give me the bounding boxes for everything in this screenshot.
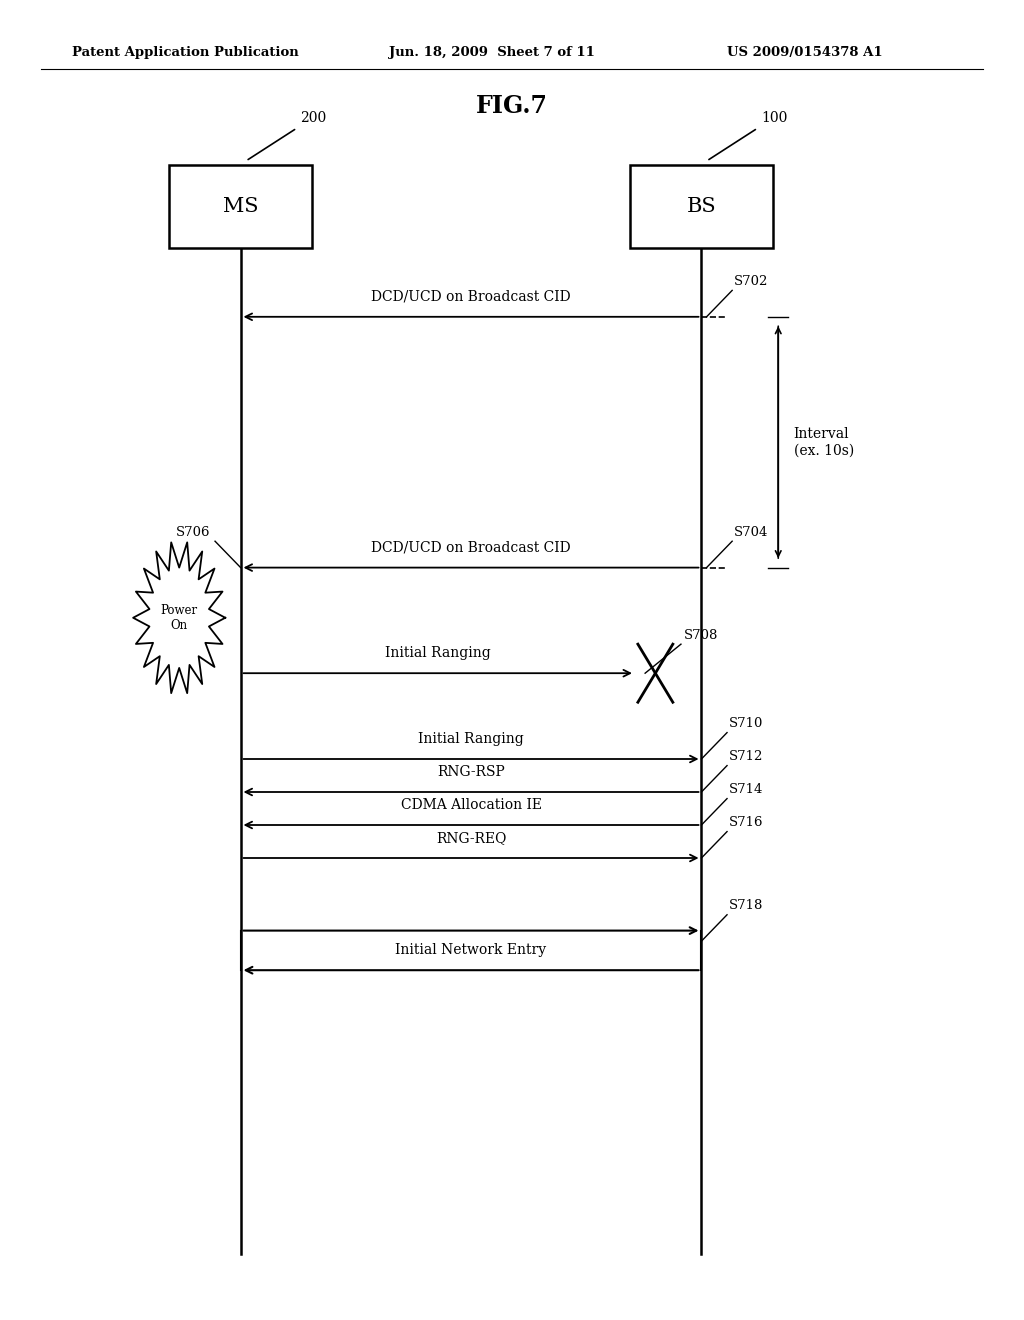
Text: RNG-RSP: RNG-RSP bbox=[437, 764, 505, 779]
Text: S710: S710 bbox=[729, 717, 764, 730]
Text: DCD/UCD on Broadcast CID: DCD/UCD on Broadcast CID bbox=[372, 289, 570, 304]
Text: S718: S718 bbox=[729, 899, 764, 912]
Text: 100: 100 bbox=[761, 111, 787, 125]
Text: US 2009/0154378 A1: US 2009/0154378 A1 bbox=[727, 46, 883, 59]
Text: S708: S708 bbox=[684, 628, 719, 642]
Polygon shape bbox=[133, 543, 225, 693]
FancyBboxPatch shape bbox=[630, 165, 773, 248]
Text: Jun. 18, 2009  Sheet 7 of 11: Jun. 18, 2009 Sheet 7 of 11 bbox=[389, 46, 595, 59]
Text: CDMA Allocation IE: CDMA Allocation IE bbox=[400, 797, 542, 812]
Text: RNG-REQ: RNG-REQ bbox=[436, 830, 506, 845]
Text: S716: S716 bbox=[729, 816, 764, 829]
Text: MS: MS bbox=[223, 197, 258, 216]
Text: Interval
(ex. 10s): Interval (ex. 10s) bbox=[794, 428, 854, 457]
Text: FIG.7: FIG.7 bbox=[476, 94, 548, 117]
Text: BS: BS bbox=[687, 197, 716, 216]
Text: Initial Network Entry: Initial Network Entry bbox=[395, 944, 547, 957]
Text: S706: S706 bbox=[175, 525, 210, 539]
Text: Power
On: Power On bbox=[161, 603, 198, 632]
Text: Initial Ranging: Initial Ranging bbox=[385, 645, 490, 660]
Text: DCD/UCD on Broadcast CID: DCD/UCD on Broadcast CID bbox=[372, 540, 570, 554]
Text: Initial Ranging: Initial Ranging bbox=[418, 731, 524, 746]
Text: S702: S702 bbox=[734, 275, 769, 288]
Text: S704: S704 bbox=[734, 525, 769, 539]
Text: S712: S712 bbox=[729, 750, 764, 763]
Text: 200: 200 bbox=[300, 111, 327, 125]
Text: S714: S714 bbox=[729, 783, 764, 796]
FancyBboxPatch shape bbox=[169, 165, 312, 248]
Text: Patent Application Publication: Patent Application Publication bbox=[72, 46, 298, 59]
